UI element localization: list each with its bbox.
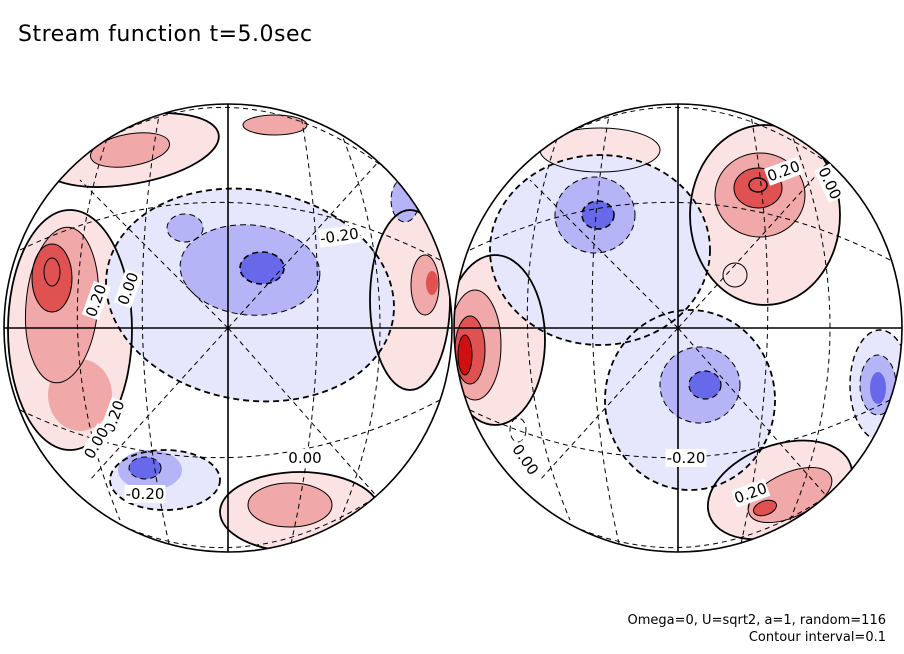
negative-contour-line xyxy=(604,309,776,491)
grid-line xyxy=(19,201,441,261)
grid-line xyxy=(469,201,891,261)
positive-contour-line xyxy=(714,152,806,238)
parameters-text: Omega=0, U=sqrt2, a=1, random=116 xyxy=(627,613,886,628)
l-south-negative-core xyxy=(129,457,161,479)
grid-line xyxy=(89,327,229,481)
positive-contour-line xyxy=(689,124,841,306)
grid-line xyxy=(59,479,401,548)
contour-label: -0.20 xyxy=(317,224,361,248)
contour-label-background xyxy=(99,396,129,437)
grid-line xyxy=(227,159,381,329)
positive-contour-line xyxy=(733,167,783,209)
right-contour-lines xyxy=(454,124,902,541)
positive-contour-line xyxy=(90,132,170,168)
grid-line xyxy=(677,159,831,329)
negative-contour-line xyxy=(179,224,321,316)
grid-line xyxy=(677,327,831,501)
l-central-negative-core xyxy=(240,252,284,284)
contour-label-background xyxy=(730,478,771,508)
l-east-positive-mid xyxy=(411,255,439,315)
contour-label-background xyxy=(317,224,361,248)
grid-line xyxy=(539,327,679,481)
grid-line xyxy=(289,109,319,549)
positive-contour-line xyxy=(454,289,502,401)
contour-label: -0.20 xyxy=(124,485,166,503)
contour-label-text: -0.20 xyxy=(667,449,706,467)
plot-title: Stream function t=5.0sec xyxy=(18,22,313,47)
contour-label: 0.00 xyxy=(287,449,323,467)
positive-contour-line xyxy=(410,254,440,316)
contour-label-background xyxy=(813,163,846,204)
negative-contour-line xyxy=(581,200,615,230)
contour-label-text: -0.20 xyxy=(126,485,165,503)
r-west-positive-peak xyxy=(458,335,472,375)
contour-label-text: -0.20 xyxy=(319,224,360,247)
l-south-positive-mid xyxy=(248,483,332,527)
contour-label-background xyxy=(665,449,707,467)
negative-contour-line xyxy=(489,154,711,346)
negative-contour-line xyxy=(128,456,162,480)
positive-contour-line xyxy=(247,482,333,528)
positive-contour-line xyxy=(752,499,778,517)
l-north-negative-mid xyxy=(167,214,203,242)
r-northwest-negative-core xyxy=(582,201,614,229)
contour-label-text: 0.00 xyxy=(288,449,321,467)
positive-contour-line xyxy=(31,243,73,313)
positive-contour-line xyxy=(748,177,768,193)
l-north-positive-mid xyxy=(90,132,170,168)
grid-line xyxy=(591,109,621,549)
r-southeast-positive-core xyxy=(753,500,777,516)
grid-line xyxy=(529,179,679,329)
l-southwest-positive-mid xyxy=(48,359,112,431)
negative-contour-line xyxy=(109,449,221,511)
contour-label-background xyxy=(507,440,543,480)
contour-label-background xyxy=(81,280,111,321)
negative-contour-line xyxy=(509,417,527,443)
positive-contour-line xyxy=(454,254,546,426)
contour-label-background xyxy=(113,268,143,309)
negative-contour-line xyxy=(688,370,722,400)
positive-contour-line xyxy=(747,466,833,524)
grid-line xyxy=(509,479,851,548)
negative-contour-line xyxy=(166,213,204,243)
contour-label-background xyxy=(79,423,114,463)
positive-contour-line xyxy=(43,257,61,287)
positive-contour-line xyxy=(722,262,748,288)
plot-footer: Omega=0, U=sqrt2, a=1, random=116 Contou… xyxy=(628,612,886,646)
l-east-positive-core xyxy=(426,271,438,295)
positive-contour-line xyxy=(457,334,473,376)
negative-contour-line xyxy=(105,187,395,403)
contour-label-background xyxy=(287,449,323,467)
contour-label-background xyxy=(763,156,804,186)
grid-line xyxy=(79,179,229,329)
positive-contour-line xyxy=(7,209,133,451)
r-south-negative-core xyxy=(689,371,721,399)
negative-contour-line xyxy=(239,251,285,285)
l-north-cap-positive-mid xyxy=(243,115,307,135)
contour-interval-text: Contour interval=0.1 xyxy=(748,630,886,645)
grid-line xyxy=(227,327,381,501)
contour-label: -0.20 xyxy=(665,449,707,467)
negative-contour-line xyxy=(849,329,902,441)
negative-contour-line xyxy=(659,346,741,424)
positive-contour-line xyxy=(242,114,308,136)
l-west-positive-core xyxy=(32,244,72,312)
r-east-negative-core xyxy=(870,372,886,404)
left-hemisphere xyxy=(4,104,452,552)
negative-contour-line xyxy=(554,176,636,254)
contour-label-background xyxy=(124,485,166,503)
grid-line xyxy=(19,399,441,459)
